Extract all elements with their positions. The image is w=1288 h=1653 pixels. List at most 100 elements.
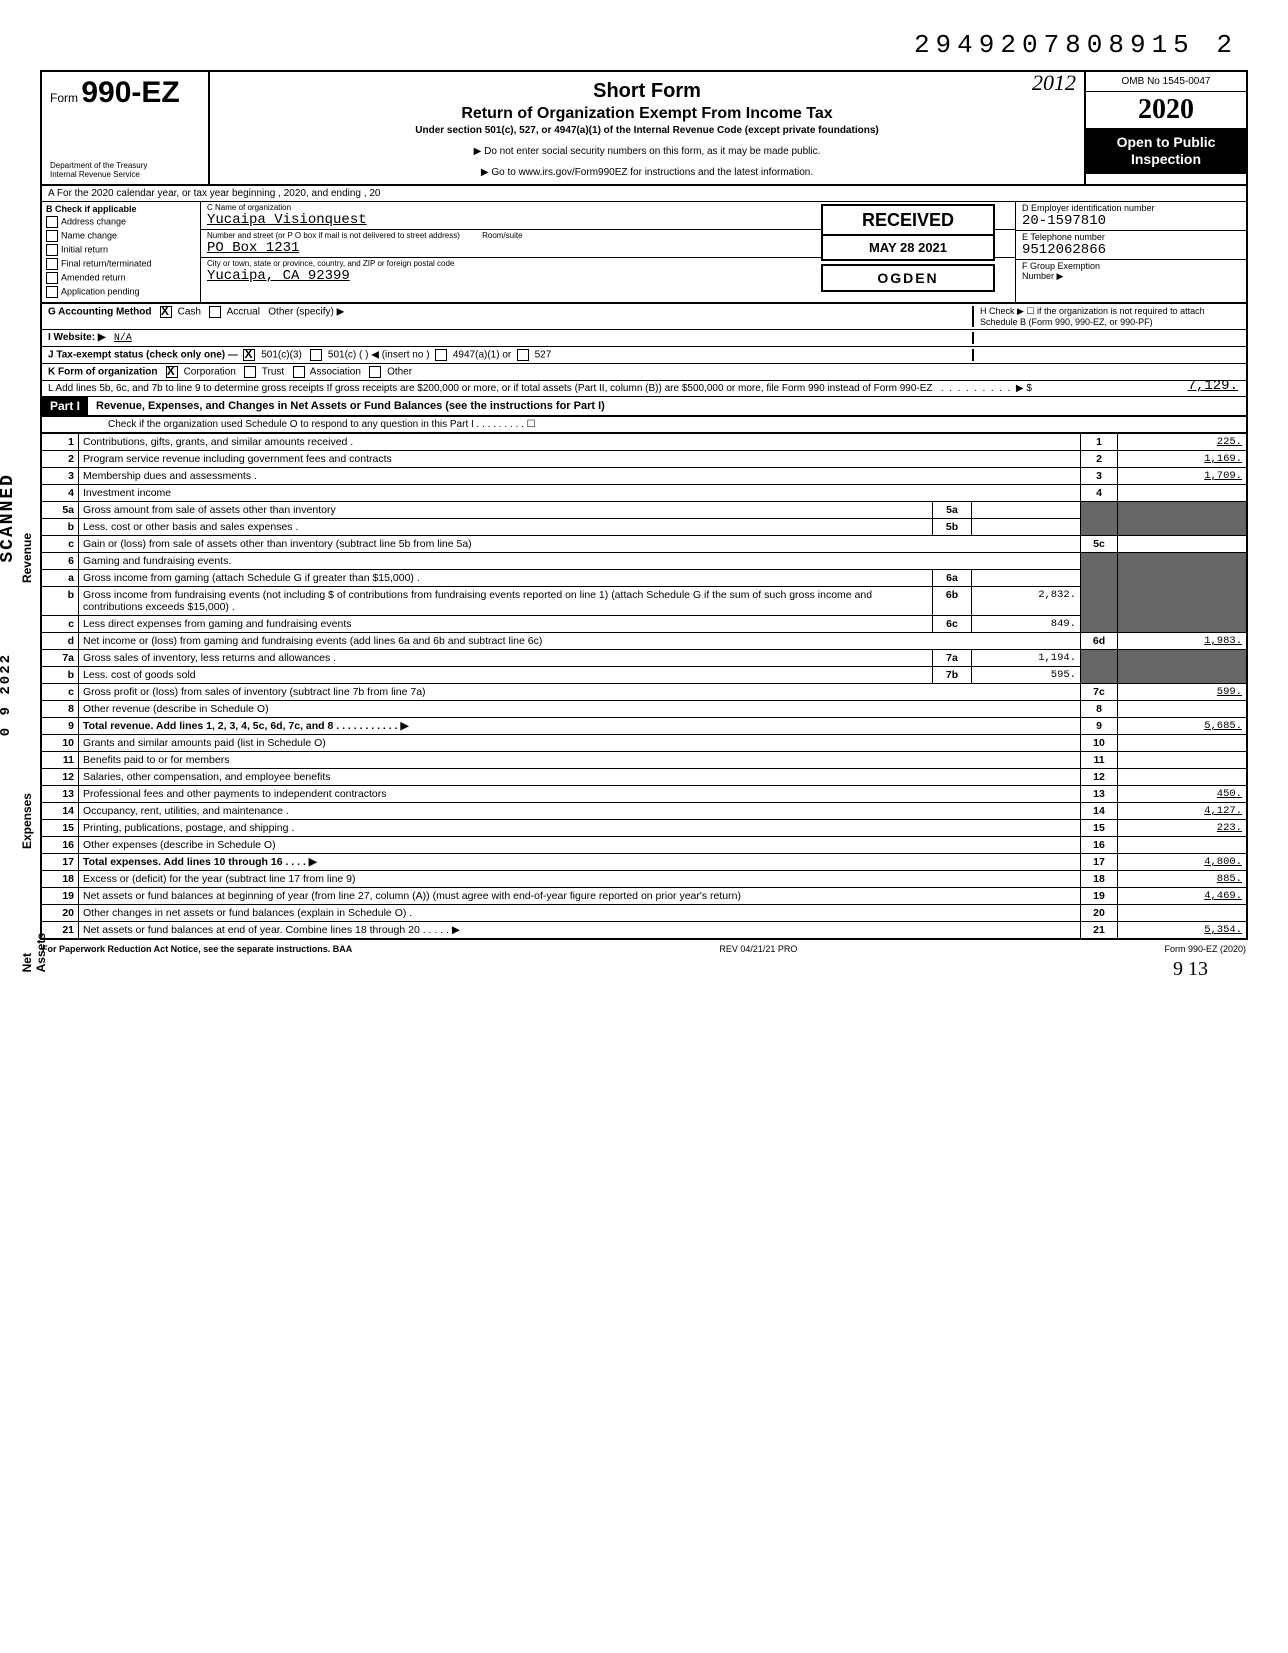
form-prefix: Form <box>50 91 78 105</box>
part1-check: Check if the organization used Schedule … <box>48 419 536 430</box>
line7c-val: 599. <box>1118 684 1248 701</box>
line5b-desc: Less. cost or other basis and sales expe… <box>83 521 298 533</box>
hand-page-number: 9 13 <box>40 958 1248 981</box>
line13-desc: Professional fees and other payments to … <box>83 788 387 800</box>
lbl-501c: 501(c) ( ) ◀ (insert no ) <box>328 350 430 361</box>
line6-desc: Gaming and fundraising events. <box>83 555 231 567</box>
box-h: H Check ▶ ☐ if the organization is not r… <box>980 306 1240 327</box>
part1-label: Part I <box>42 397 88 415</box>
lbl-address-change: Address change <box>61 216 126 226</box>
chk-name-change[interactable] <box>46 230 58 242</box>
line17-val: 4,800. <box>1118 854 1248 871</box>
stamp-date: MAY 28 2021 <box>821 234 995 261</box>
line5a-desc: Gross amount from sale of assets other t… <box>83 504 336 516</box>
chk-other-org[interactable] <box>369 366 381 378</box>
chk-501c3[interactable] <box>243 349 255 361</box>
line8-desc: Other revenue (describe in Schedule O) <box>83 703 269 715</box>
line6d-desc: Net income or (loss) from gaming and fun… <box>83 635 542 647</box>
line4-desc: Investment income <box>83 487 171 499</box>
line6b-val: 2,832. <box>972 587 1081 616</box>
line2-desc: Program service revenue including govern… <box>83 453 392 465</box>
line10-desc: Grants and similar amounts paid (list in… <box>83 737 326 749</box>
line21-desc: Net assets or fund balances at end of ye… <box>83 924 460 936</box>
line6c-desc: Less direct expenses from gaming and fun… <box>83 618 351 630</box>
form-990ez: 990-EZ <box>81 76 179 109</box>
lbl-final-return: Final return/terminated <box>61 258 152 268</box>
chk-501c[interactable] <box>310 349 322 361</box>
line9-val: 5,685. <box>1118 718 1248 735</box>
chk-trust[interactable] <box>244 366 256 378</box>
line11-val <box>1118 752 1248 769</box>
phone: 9512062866 <box>1022 242 1240 258</box>
website: N/A <box>114 333 132 344</box>
line15-desc: Printing, publications, postage, and shi… <box>83 822 294 834</box>
line5c-val <box>1118 536 1248 553</box>
line-l-arrow: ▶ $ <box>1016 383 1032 394</box>
chk-4947[interactable] <box>435 349 447 361</box>
chk-final-return[interactable] <box>46 258 58 270</box>
line7b-desc: Less. cost of goods sold <box>83 669 196 681</box>
lbl-room: Room/suite <box>482 231 522 240</box>
org-city: Yucaipa, CA 92399 <box>207 268 350 284</box>
line20-val <box>1118 905 1248 922</box>
line6a-desc: Gross income from gaming (attach Schedul… <box>83 572 420 584</box>
lbl-trust: Trust <box>262 367 284 378</box>
chk-assoc[interactable] <box>293 366 305 378</box>
line7c-desc: Gross profit or (loss) from sales of inv… <box>83 686 426 698</box>
year-20b: 20 <box>1166 94 1194 125</box>
title-short-form: Short Form <box>220 80 1074 103</box>
line7a-val: 1,194. <box>972 650 1081 667</box>
lbl-other-method: Other (specify) ▶ <box>268 307 344 318</box>
lbl-form-org: K Form of organization <box>48 367 157 378</box>
lbl-phone: E Telephone number <box>1022 232 1105 242</box>
lbl-assoc: Association <box>310 367 361 378</box>
line1-val: 225. <box>1118 434 1248 451</box>
line12-desc: Salaries, other compensation, and employ… <box>83 771 330 783</box>
lbl-527: 527 <box>535 350 552 361</box>
chk-amended[interactable] <box>46 272 58 284</box>
chk-app-pending[interactable] <box>46 286 58 298</box>
line1-desc: Contributions, gifts, grants, and simila… <box>83 436 353 448</box>
lbl-accounting: G Accounting Method <box>48 307 152 318</box>
line17-desc: Total expenses. Add lines 10 through 16 … <box>83 856 317 868</box>
stamp-ogden: OGDEN <box>821 264 995 292</box>
form-header: Form 990-EZ Department of the Treasury I… <box>40 70 1248 186</box>
line6b-desc: Gross income from fundraising events (no… <box>83 589 872 613</box>
line15-val: 223. <box>1118 820 1248 837</box>
note-url: ▶ Go to www.irs.gov/Form990EZ for instru… <box>220 167 1074 178</box>
lbl-website: I Website: ▶ <box>48 332 106 343</box>
tax-year: 2020 <box>1086 92 1246 128</box>
chk-address-change[interactable] <box>46 216 58 228</box>
lbl-cash: Cash <box>178 307 201 318</box>
stamp-scanned: SCANNED <box>0 473 18 563</box>
line6c-val: 849. <box>972 616 1081 633</box>
chk-accrual[interactable] <box>209 306 221 318</box>
lines-table: 1Contributions, gifts, grants, and simil… <box>40 433 1248 940</box>
line6a-val <box>972 570 1081 587</box>
line7a-desc: Gross sales of inventory, less returns a… <box>83 652 336 664</box>
chk-corp[interactable] <box>166 366 178 378</box>
lbl-amended: Amended return <box>61 272 126 282</box>
handwritten-year: 2012 <box>1032 70 1076 96</box>
ein: 20-1597810 <box>1022 213 1240 229</box>
subtitle: Return of Organization Exempt From Incom… <box>220 105 1074 123</box>
chk-cash[interactable] <box>160 306 172 318</box>
org-name: Yucaipa Visionquest <box>207 212 367 228</box>
footer-rev: REV 04/21/21 PRO <box>719 944 797 954</box>
line16-val <box>1118 837 1248 854</box>
line19-val: 4,469. <box>1118 888 1248 905</box>
omb-number: OMB No 1545-0047 <box>1086 72 1246 92</box>
chk-527[interactable] <box>517 349 529 361</box>
lbl-corp: Corporation <box>184 367 236 378</box>
line5a-val <box>972 502 1081 519</box>
lbl-group-exempt: F Group Exemption <box>1022 261 1100 271</box>
org-address: PO Box 1231 <box>207 240 299 256</box>
line-l-text: L Add lines 5b, 6c, and 7b to line 9 to … <box>48 383 933 394</box>
lbl-accrual: Accrual <box>227 307 260 318</box>
line21-val: 5,354. <box>1118 922 1248 940</box>
line18-desc: Excess or (deficit) for the year (subtra… <box>83 873 356 885</box>
line6d-val: 1,983. <box>1118 633 1248 650</box>
lbl-4947: 4947(a)(1) or <box>453 350 511 361</box>
lbl-tax-status: J Tax-exempt status (check only one) — <box>48 350 238 361</box>
chk-initial-return[interactable] <box>46 244 58 256</box>
